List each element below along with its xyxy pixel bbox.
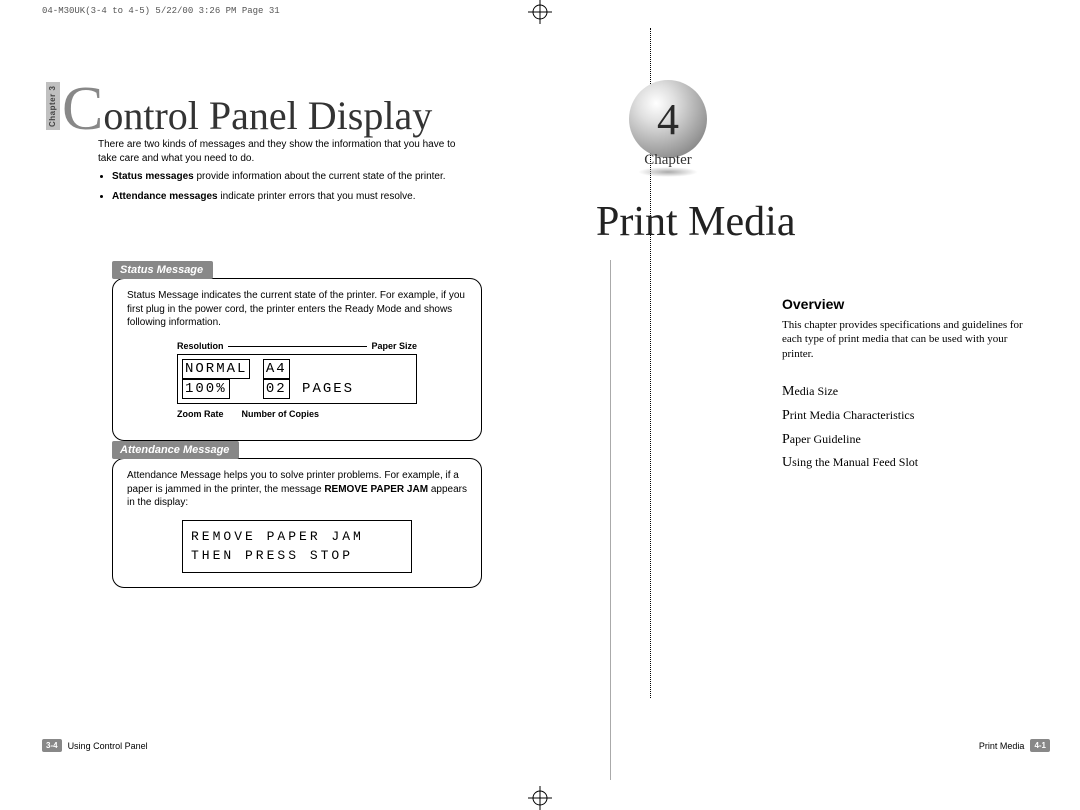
lcd-pages: PAGES [302,381,354,397]
right-divider [610,260,611,780]
attendance-section: Attendance Message Attendance Message he… [112,440,482,588]
status-description: Status Message indicates the current sta… [127,289,467,330]
chapter-number-ball: 4 [629,80,707,158]
attendance-box: Attendance Message helps you to solve pr… [112,458,482,588]
list-item: Attendance messages indicate printer err… [112,190,478,204]
toc-item: Paper Guideline [782,428,918,452]
page-number-right: 4-1 [1030,739,1050,752]
lcd2-line2: THEN PRESS STOP [191,546,403,566]
title-text: ontrol Panel Display [103,93,432,138]
slug-line: 04-M30UK(3-4 to 4-5) 5/22/00 3:26 PM Pag… [42,6,280,16]
chapter-ball: 4 Chapter [618,80,718,177]
intro-text: There are two kinds of messages and they… [98,138,458,165]
bullet-bold: Status messages [112,171,194,182]
overview-paragraph: This chapter provides specifications and… [782,318,1032,361]
lcd-zoom: 100% [182,379,230,399]
chapter-tab-left: Chapter 3 [46,82,60,130]
registration-mark-top [528,0,552,24]
label-zoom: Zoom Rate [177,408,224,420]
toc-item: Media Size [782,380,918,404]
footer-left: 3-4 Using Control Panel [42,739,148,752]
label-copies: Number of Copies [242,408,320,420]
lcd-copies: 02 [263,379,290,399]
chapter-label: Chapter [618,152,718,169]
bullet-rest: provide information about the current st… [194,171,446,182]
list-item: Status messages provide information abou… [112,170,478,184]
toc-item: Print Media Characteristics [782,404,918,428]
lcd-display-2: REMOVE PAPER JAMTHEN PRESS STOP [182,520,412,573]
footer-right: Print Media 4-1 [979,739,1050,752]
page-number-left: 3-4 [42,739,62,752]
status-tab: Status Message [112,261,213,279]
status-section: Status Message Status Message indicates … [112,260,482,441]
registration-mark-bottom [528,786,552,810]
toc-list: Media Size Print Media Characteristics P… [782,380,918,475]
attendance-tab: Attendance Message [112,441,239,459]
status-box: Status Message indicates the current sta… [112,278,482,441]
attend-bold: REMOVE PAPER JAM [324,484,428,495]
bullet-bold: Attendance messages [112,191,218,202]
lcd-a4: A4 [263,359,290,379]
footer-text-right: Print Media [979,741,1025,751]
label-resolution: Resolution [177,340,224,352]
lcd-normal: NORMAL [182,359,250,379]
lcd-display-1: Resolution Paper Size NORMAL A4 100% 02 … [177,340,417,421]
bullet-list: Status messages provide information abou… [98,170,478,209]
toc-item: Using the Manual Feed Slot [782,451,918,475]
footer-text-left: Using Control Panel [68,741,148,751]
bullet-rest: indicate printer errors that you must re… [218,191,416,202]
label-papersize: Paper Size [371,340,417,352]
overview-heading: Overview [782,296,844,312]
page-title-left: Control Panel Display [62,74,432,145]
lcd2-line1: REMOVE PAPER JAM [191,527,403,547]
page-title-right: Print Media [596,198,795,246]
